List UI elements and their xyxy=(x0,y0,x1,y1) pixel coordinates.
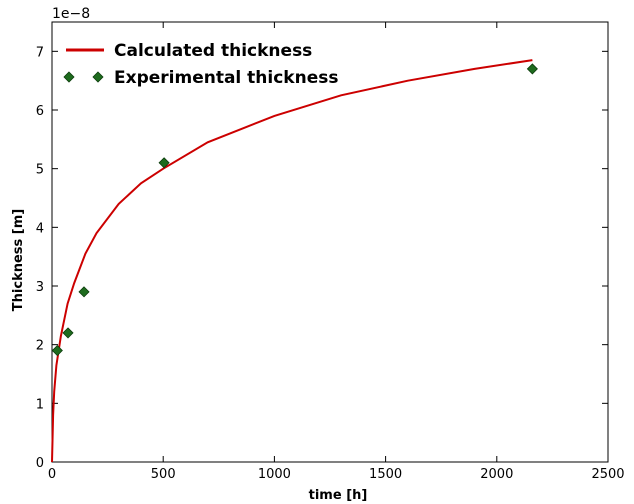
x-tick-label: 1000 xyxy=(258,467,291,482)
y-tick-label: 1 xyxy=(36,397,44,412)
experimental-point xyxy=(62,327,74,339)
y-tick-label: 7 xyxy=(36,45,44,60)
y-exponent-label: 1e−8 xyxy=(52,6,90,22)
x-ticks: 0 500 1000 1500 2000 2500 xyxy=(48,22,625,482)
legend: Calculated thickness Experimental thickn… xyxy=(63,41,339,88)
legend-experimental-marker-2 xyxy=(92,71,104,83)
y-tick-label: 3 xyxy=(36,280,44,295)
y-axis-label: Thickness [m] xyxy=(11,209,26,311)
x-tick-label: 0 xyxy=(48,467,56,482)
experimental-point xyxy=(78,286,90,298)
y-tick-label: 0 xyxy=(36,456,44,471)
x-tick-label: 1500 xyxy=(369,467,402,482)
x-tick-label: 2000 xyxy=(480,467,513,482)
calculated-thickness-line xyxy=(51,59,533,463)
legend-experimental-label: Experimental thickness xyxy=(114,68,339,88)
y-tick-label: 5 xyxy=(36,163,44,178)
x-tick-label: 500 xyxy=(151,467,176,482)
experimental-point xyxy=(158,157,170,169)
experimental-point xyxy=(51,344,63,357)
legend-experimental-marker-1 xyxy=(63,71,75,83)
x-tick-label: 2500 xyxy=(591,467,624,482)
y-tick-label: 2 xyxy=(36,339,44,354)
y-tick-label: 6 xyxy=(36,104,44,119)
y-ticks: 0 1 2 3 4 5 6 7 xyxy=(36,45,608,471)
experimental-points xyxy=(51,63,538,357)
experimental-point xyxy=(526,63,538,75)
x-axis-label: time [h] xyxy=(309,488,368,503)
y-tick-label: 4 xyxy=(36,221,44,236)
plot-frame xyxy=(51,21,609,463)
legend-calculated-label: Calculated thickness xyxy=(114,41,312,61)
